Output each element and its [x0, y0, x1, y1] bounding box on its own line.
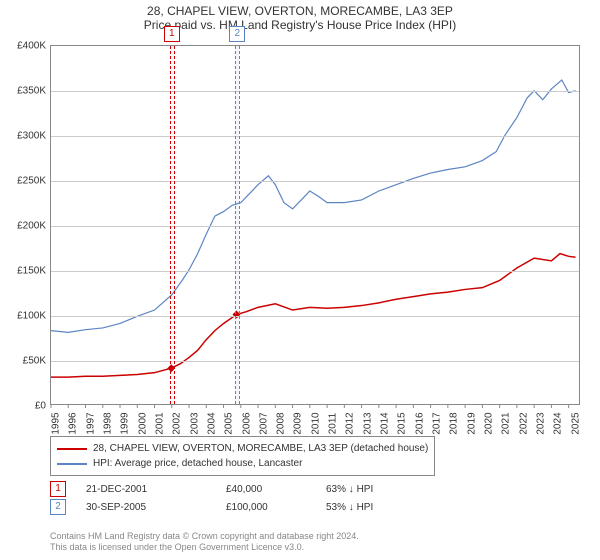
footnote-line: This data is licensed under the Open Gov…: [50, 542, 359, 554]
cell-pct: 63% ↓ HPI: [326, 484, 466, 495]
y-tick-label: £100K: [1, 311, 46, 322]
footnote: Contains HM Land Registry data © Crown c…: [50, 531, 359, 554]
cell-date: 21-DEC-2001: [86, 484, 226, 495]
legend-item-hpi: HPI: Average price, detached house, Lanc…: [57, 456, 428, 471]
table-row: 2 30-SEP-2005 £100,000 53% ↓ HPI: [50, 498, 466, 516]
legend-item-property: 28, CHAPEL VIEW, OVERTON, MORECAMBE, LA3…: [57, 441, 428, 456]
marker-badge: 2: [50, 499, 66, 515]
chart-title: 28, CHAPEL VIEW, OVERTON, MORECAMBE, LA3…: [0, 0, 600, 18]
legend-swatch: [57, 448, 87, 450]
marker-badge: 1: [50, 481, 66, 497]
cell-date: 30-SEP-2005: [86, 502, 226, 513]
series-hpi: [51, 80, 576, 332]
legend-label: 28, CHAPEL VIEW, OVERTON, MORECAMBE, LA3…: [93, 441, 428, 456]
y-tick-label: £250K: [1, 176, 46, 187]
y-tick-label: £400K: [1, 41, 46, 52]
table-row: 1 21-DEC-2001 £40,000 63% ↓ HPI: [50, 480, 466, 498]
cell-price: £40,000: [226, 484, 326, 495]
y-tick-label: £200K: [1, 221, 46, 232]
y-tick-label: £50K: [1, 356, 46, 367]
plot-area: £0£50K£100K£150K£200K£250K£300K£350K£400…: [50, 45, 580, 405]
legend-swatch: [57, 463, 87, 465]
cell-pct: 53% ↓ HPI: [326, 502, 466, 513]
legend-label: HPI: Average price, detached house, Lanc…: [93, 456, 302, 471]
transactions-table: 1 21-DEC-2001 £40,000 63% ↓ HPI 2 30-SEP…: [50, 480, 466, 516]
chart-container: 28, CHAPEL VIEW, OVERTON, MORECAMBE, LA3…: [0, 0, 600, 560]
y-tick-label: £350K: [1, 86, 46, 97]
legend-box: 28, CHAPEL VIEW, OVERTON, MORECAMBE, LA3…: [50, 436, 435, 476]
y-tick-label: £0: [1, 401, 46, 412]
footnote-line: Contains HM Land Registry data © Crown c…: [50, 531, 359, 543]
series-layer: [51, 46, 579, 404]
y-tick-label: £300K: [1, 131, 46, 142]
chart-subtitle: Price paid vs. HM Land Registry's House …: [0, 18, 600, 36]
x-tick-label: 2025: [565, 418, 587, 429]
cell-price: £100,000: [226, 502, 326, 513]
marker-badge: 1: [164, 26, 180, 42]
y-tick-label: £150K: [1, 266, 46, 277]
marker-badge: 2: [229, 26, 245, 42]
